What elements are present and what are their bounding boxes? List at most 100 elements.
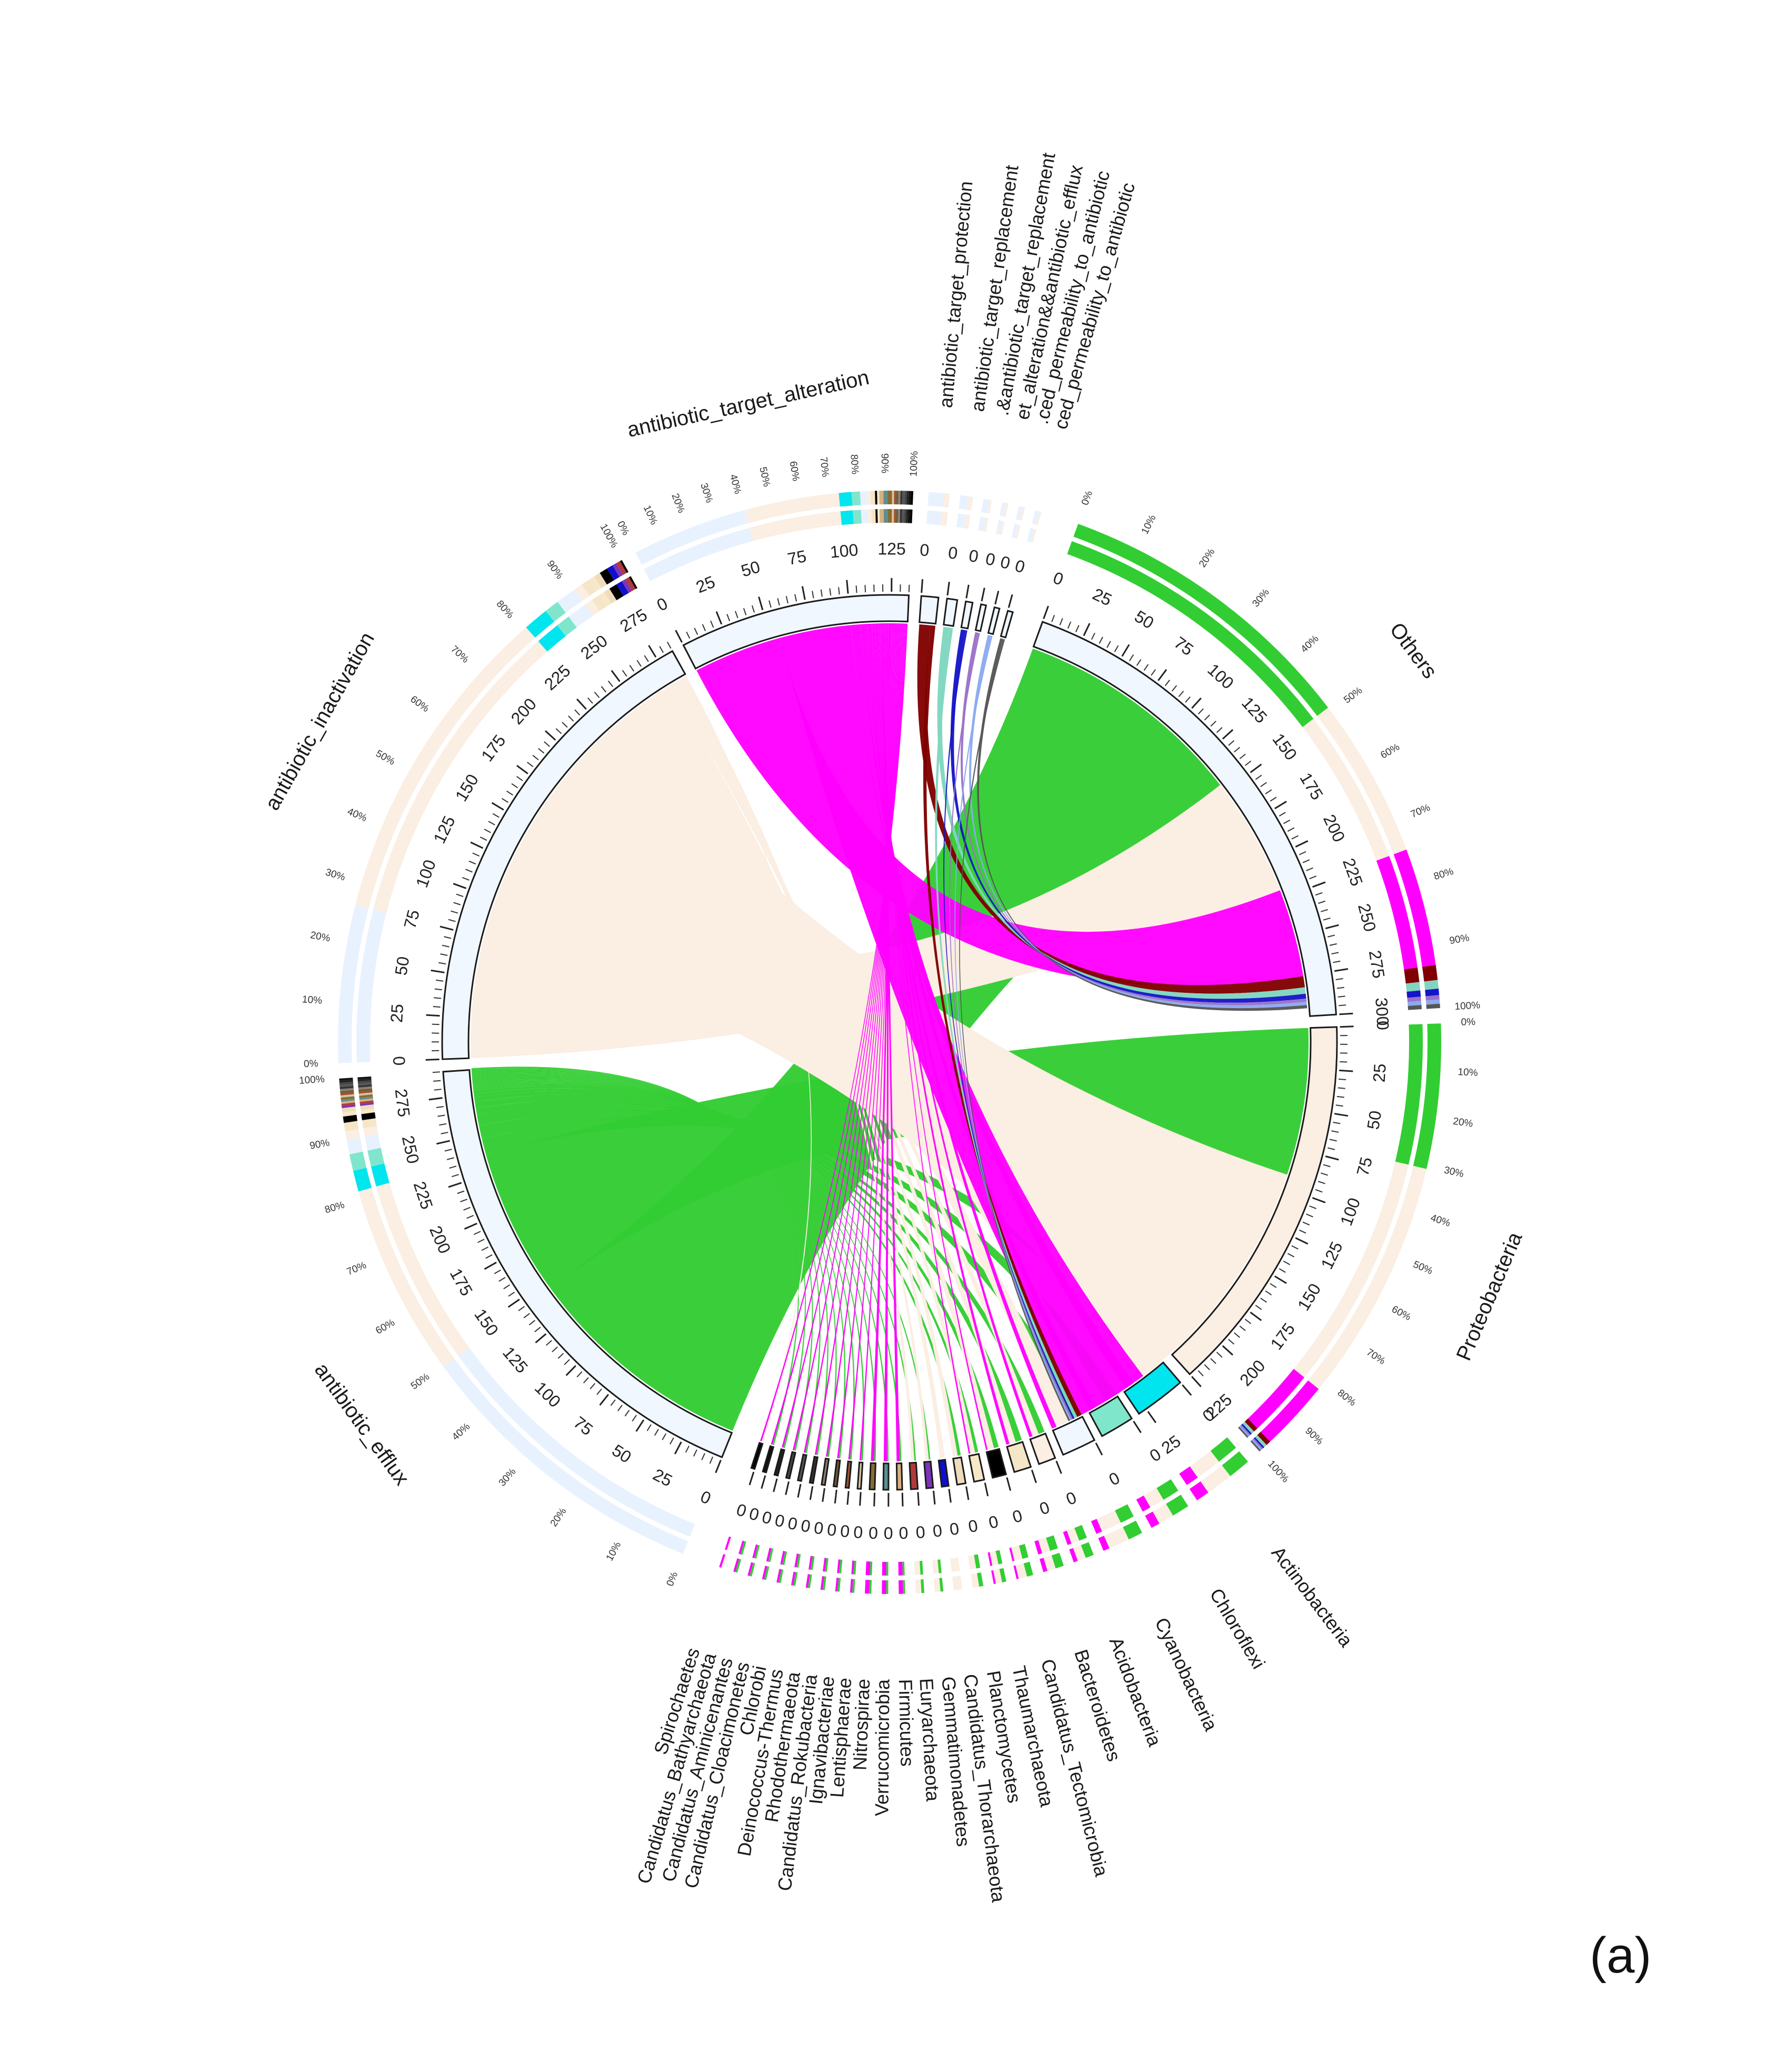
tick-label: 225 [1339, 855, 1366, 889]
tick-label: 0 [654, 594, 671, 615]
percent-label: 70% [817, 456, 831, 477]
track-segment-chlorobi [779, 1569, 784, 1583]
minor-tick [646, 1424, 652, 1431]
sector-lentisphaerae [856, 1461, 864, 1490]
major-tick [761, 1475, 766, 1489]
track-segment-antibiotic-inactivation [588, 576, 602, 592]
track-segment-proteobacteria [1250, 1440, 1261, 1452]
track-segment-antibiotic-efflux [344, 1121, 359, 1132]
minor-tick [1306, 1213, 1313, 1218]
minor-tick [1315, 1189, 1323, 1193]
track-segment-spirochaetes [721, 1555, 727, 1569]
minor-tick [1244, 1319, 1252, 1324]
percent-label: 80% [848, 454, 860, 474]
major-tick [1334, 1113, 1349, 1117]
track-segment-rhodothermaeota [807, 1574, 812, 1589]
percent-label: 80% [324, 1199, 346, 1216]
track-segment-antibiotic-efflux [341, 1096, 355, 1100]
sector-candidatus-cloacimonetes [785, 1451, 796, 1480]
major-tick [464, 1222, 477, 1230]
major-tick [984, 1482, 989, 1497]
sector-others [1032, 621, 1337, 1017]
minor-tick [666, 641, 672, 649]
minor-tick [574, 709, 581, 716]
major-tick [715, 1460, 722, 1473]
minor-tick [465, 869, 473, 873]
tick-label: 75 [786, 546, 808, 569]
sector-planctomycetes [952, 1456, 967, 1486]
major-tick [965, 584, 970, 599]
track-segment-euryarchaeota [915, 1579, 922, 1593]
major-tick [948, 1489, 952, 1503]
major-tick [1325, 1155, 1339, 1161]
track-segment-antibiotic-efflux [367, 1148, 385, 1167]
track-segment-antibiotic-target-alteration [902, 491, 905, 505]
sector-candidatus-bathyarchaeota [762, 1445, 775, 1473]
minor-tick [1234, 746, 1241, 753]
tick-label: 0 [747, 1504, 761, 1525]
track-segment-antibiotic-inactivation [574, 584, 590, 601]
track-segment-chloroflexi [1152, 1503, 1173, 1524]
sector-label-verrucomicrobia: Verrucomicrobia [871, 1679, 893, 1816]
tick-label: 0 [949, 1519, 960, 1539]
track-segment-antibiotic-target-replacement [978, 516, 987, 532]
minor-tick [1228, 740, 1235, 746]
minor-tick [438, 962, 446, 965]
track-segment-antibiotic-efflux [360, 1102, 374, 1106]
track-segment-antibiotic-target-replacement [956, 513, 966, 529]
minor-tick [855, 585, 857, 593]
percent-label: 80% [494, 599, 516, 621]
link-antibiotic-target-alteration-to-firmicutes [882, 623, 900, 1461]
percent-label: 0% [304, 1058, 318, 1070]
track-segment-candidatus-tectomicrobia [1013, 1565, 1019, 1579]
minor-tick [1255, 774, 1262, 780]
minor-tick [1143, 664, 1149, 671]
track-segment-antibiotic-target-alteration [894, 509, 896, 523]
percent-label: 70% [1364, 1347, 1387, 1367]
sector-proteobacteria [1171, 1026, 1338, 1376]
track-segment-antibiotic-target-alteration [744, 493, 840, 524]
major-tick [544, 730, 556, 741]
sector-thaumarchaeota [968, 1453, 985, 1483]
track-segment-ced-permeability-to-antibiotic [1015, 506, 1023, 521]
track-segment-antibiotic-efflux [359, 1098, 374, 1102]
track-segment-proteobacteria [1251, 1439, 1262, 1451]
sector-et-alteration-antibiotic-efflux [974, 603, 987, 632]
minor-tick [743, 608, 747, 615]
percent-label: 0% [1461, 1017, 1475, 1028]
tick-label: 150 [1294, 1280, 1324, 1314]
track-segment-antibiotic-efflux [342, 1106, 356, 1113]
tick-label: 75 [1171, 633, 1197, 659]
sector-bacteroidetes [1006, 1441, 1032, 1473]
tick-label: 50 [739, 557, 762, 581]
track-segment-candidatus-rokubacteria [823, 1558, 827, 1572]
track-segment-et-alteration-antibiotic-efflux [995, 520, 1003, 535]
track-segment-acidobacteria [1074, 1525, 1087, 1541]
track-segment-bacteroidetes [1034, 1540, 1042, 1555]
track-segment-proteobacteria [1252, 1438, 1263, 1450]
track-segment-chlorobi [780, 1551, 785, 1565]
track-segment-ced-permeability-to-antibiotic [1035, 511, 1042, 525]
minor-tick [1265, 1290, 1272, 1296]
minor-tick [1216, 727, 1223, 733]
major-tick [611, 670, 621, 682]
track-segment-candidatus-tectomicrobia [1009, 1547, 1015, 1561]
track-segment-deinococcus-thermus [791, 1571, 796, 1586]
tick-label: 125 [1317, 1239, 1346, 1272]
track-segment-proteobacteria [1413, 1023, 1441, 1169]
percent-label: 20% [310, 930, 331, 944]
track-segment-antibiotic-target-alteration [900, 509, 902, 523]
tick-label: 75 [400, 908, 423, 930]
sector-antibiotic-target-alteration [682, 594, 910, 670]
minor-tick [709, 1456, 713, 1464]
track-segment-antibiotic-efflux [353, 1168, 372, 1192]
track-segment-antibiotic-efflux [357, 1078, 372, 1082]
minor-tick [439, 1123, 447, 1126]
minor-tick [601, 686, 607, 693]
percent-label: 60% [408, 694, 431, 714]
minor-tick [1320, 909, 1328, 912]
major-tick [901, 1492, 904, 1507]
minor-tick [693, 1449, 697, 1457]
sector-firmicutes [895, 1462, 903, 1491]
